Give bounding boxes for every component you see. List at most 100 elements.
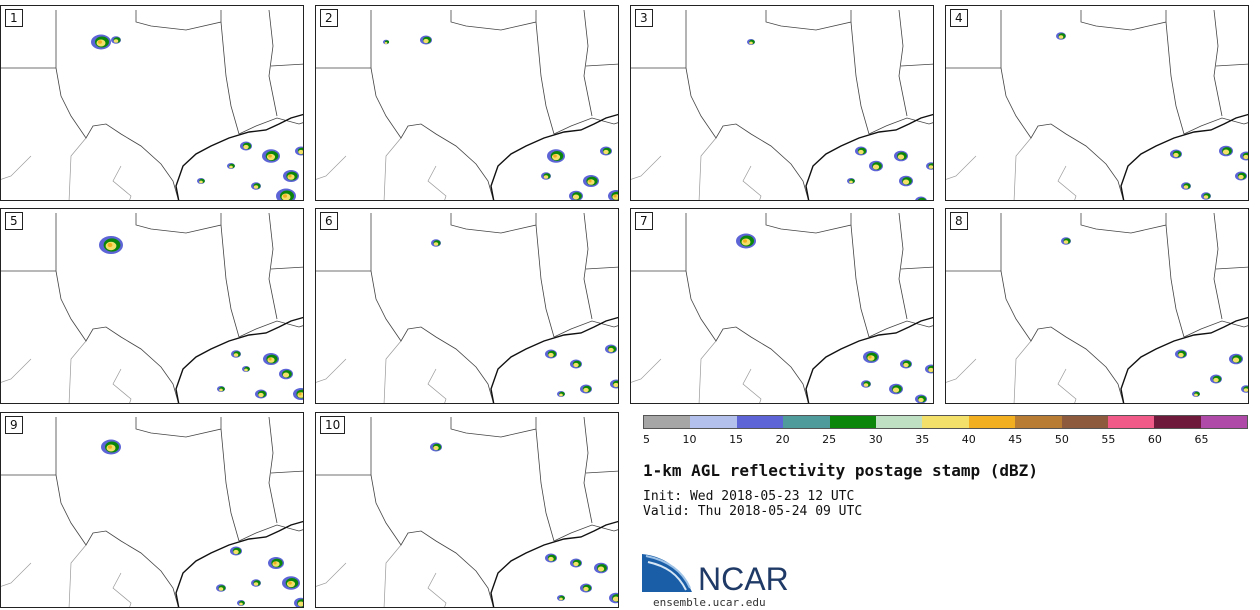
state-line — [535, 224, 555, 338]
border-line — [427, 165, 447, 200]
border-line — [698, 340, 717, 403]
colorbar-segment — [1107, 416, 1155, 428]
map-canvas — [316, 416, 618, 607]
reflectivity-cell — [283, 194, 287, 198]
reflectivity-cell — [433, 445, 439, 451]
border-line — [427, 368, 447, 403]
panel-number: 4 — [950, 9, 968, 27]
colorbar-tick-label: 10 — [682, 433, 697, 446]
map-canvas — [631, 212, 933, 403]
colorbar-segment — [922, 416, 969, 428]
reflectivity-cell — [268, 154, 272, 158]
state-line — [450, 10, 537, 31]
coastline — [490, 316, 618, 403]
state-line — [1165, 21, 1185, 135]
state-line — [900, 266, 933, 270]
coastline — [490, 113, 618, 200]
reflectivity-cell — [1232, 357, 1240, 363]
state-line — [583, 212, 593, 320]
state-line — [135, 417, 222, 438]
reflectivity-cell — [573, 362, 579, 368]
state-line — [238, 320, 303, 338]
colorbar-segment — [690, 416, 737, 428]
reflectivity-cell — [583, 387, 589, 393]
reflectivity-cell — [583, 586, 589, 592]
state-line — [1000, 270, 1124, 403]
reflectivity-cell — [1058, 35, 1064, 39]
reflectivity-cell — [243, 144, 249, 150]
reflectivity-cell — [920, 199, 922, 200]
valid-label: Valid: — [643, 504, 690, 519]
state-line — [268, 416, 278, 524]
reflectivity-cell — [849, 180, 853, 184]
postage-stamp-panel: 3 — [630, 5, 934, 201]
reflectivity-cell — [572, 194, 580, 200]
border-line — [631, 155, 662, 180]
coastline — [805, 316, 933, 403]
colorbar-tick-labels: 5 10 15 20 25 30 35 40 45 50 55 60 65 — [643, 433, 1248, 447]
init-label: Init: — [643, 489, 683, 504]
reflectivity-cell — [423, 38, 429, 44]
reflectivity-cell — [297, 601, 303, 607]
state-line — [370, 67, 494, 200]
reflectivity-cell — [244, 368, 248, 372]
state-line — [850, 224, 870, 338]
time-info: Init: Wed 2018-05-23 12 UTC Valid: Thu 2… — [643, 489, 862, 519]
state-line — [220, 428, 240, 542]
border-line — [742, 165, 762, 200]
reflectivity-cell — [612, 596, 618, 602]
reflectivity-cell — [1213, 377, 1219, 383]
reflectivity-cell — [588, 179, 592, 183]
border-line — [112, 165, 132, 200]
map-canvas — [1, 212, 303, 403]
reflectivity-cell — [1203, 195, 1209, 199]
state-line — [270, 470, 303, 474]
reflectivity-cell — [1243, 388, 1248, 392]
reflectivity-cell — [1243, 154, 1248, 160]
state-line — [900, 63, 933, 67]
state-line — [55, 474, 179, 607]
postage-stamp-panel: 2 — [315, 5, 619, 201]
border-line — [698, 137, 717, 200]
state-line — [585, 63, 618, 67]
border-line — [427, 572, 447, 607]
reflectivity-cell — [903, 362, 909, 368]
state-line — [268, 212, 278, 320]
reflectivity-cell — [603, 149, 609, 155]
state-line — [868, 117, 933, 135]
reflectivity-cell — [199, 180, 203, 184]
state-line — [583, 9, 593, 117]
border-line — [68, 544, 87, 607]
reflectivity-cell — [1178, 352, 1184, 358]
postage-stamp-panel: 9 — [0, 412, 304, 608]
reflectivity-cell — [1173, 152, 1179, 158]
border-line — [1, 358, 32, 383]
reflectivity-cell — [233, 549, 239, 555]
colorbar-tick-label: 35 — [915, 433, 930, 446]
border-line — [383, 544, 402, 607]
state-line — [685, 270, 809, 403]
border-line — [946, 155, 977, 180]
state-line — [1183, 320, 1248, 338]
border-line — [742, 368, 762, 403]
colorbar-segment — [644, 416, 691, 428]
reflectivity-cell — [1222, 149, 1230, 155]
border-line — [316, 155, 347, 180]
reflectivity-cell — [113, 39, 119, 43]
coastline — [175, 113, 303, 200]
map-canvas — [631, 9, 933, 200]
panel-number: 5 — [5, 212, 23, 230]
map-canvas — [946, 9, 1248, 200]
state-line — [450, 213, 537, 234]
reflectivity-cell — [613, 194, 617, 198]
state-line — [535, 21, 555, 135]
reflectivity-cell — [107, 242, 113, 248]
state-line — [370, 474, 494, 607]
colorbar-segment — [783, 416, 830, 428]
init-value: Wed 2018-05-23 12 UTC — [689, 489, 855, 504]
panel-number: 2 — [320, 9, 338, 27]
reflectivity-cell — [233, 353, 239, 357]
reflectivity-cell — [1238, 174, 1244, 180]
coastline — [805, 113, 933, 200]
reflectivity-cell — [928, 165, 933, 169]
